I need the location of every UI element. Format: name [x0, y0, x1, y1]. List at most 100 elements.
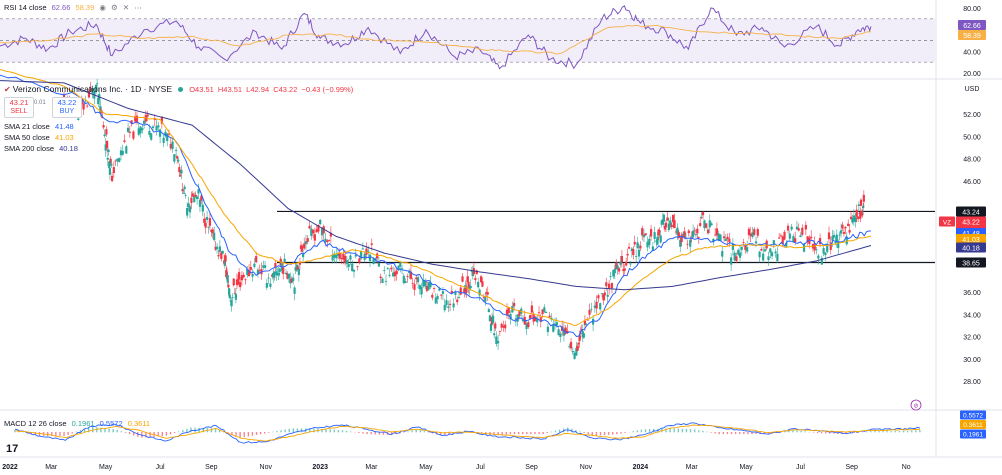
candle-body	[262, 265, 265, 268]
candle-body	[84, 100, 87, 102]
candle	[467, 275, 470, 294]
candle-body	[208, 218, 212, 226]
time-axis-label: Nov	[580, 464, 593, 471]
candle-body	[543, 307, 546, 312]
candle-body	[541, 309, 544, 315]
candle-body	[286, 273, 289, 279]
candle-body	[749, 233, 752, 237]
macd-hist-bar	[268, 432, 270, 433]
candle	[311, 229, 315, 239]
candle-body	[431, 294, 434, 298]
candle-body	[306, 238, 309, 242]
candle-body	[454, 291, 457, 295]
time-axis-label: 2022	[2, 464, 18, 471]
macd-hist-bar	[587, 432, 589, 435]
candle	[496, 334, 500, 350]
macd-hist-bar	[739, 432, 741, 435]
candle	[119, 146, 123, 161]
low-value: L42.94	[246, 85, 270, 94]
candle-body	[128, 131, 131, 133]
candle	[393, 267, 397, 282]
macd-hist-bar	[681, 428, 684, 433]
candle	[543, 304, 546, 314]
candle-body	[187, 203, 190, 208]
candle	[602, 293, 605, 306]
macd-hist-bar	[444, 432, 446, 436]
candle-body	[278, 268, 281, 273]
candle	[298, 257, 302, 271]
macd-hist-bar	[726, 432, 729, 435]
sell-button[interactable]: 43.21 SELL	[4, 97, 34, 118]
candle-body	[317, 225, 320, 232]
macd-hist-bar	[501, 432, 503, 435]
macd-badge-bg	[960, 410, 986, 420]
candle	[851, 214, 854, 225]
candle	[608, 280, 611, 295]
candle-body	[738, 252, 742, 258]
candle	[788, 230, 791, 242]
candle	[215, 243, 219, 254]
candle-body	[857, 204, 860, 207]
macd-hist-bar	[919, 430, 921, 433]
macd-hist-bar	[108, 428, 110, 433]
macd-hist-bar	[607, 432, 610, 435]
sma200-label: SMA 200 close	[4, 144, 55, 153]
candle-body	[450, 290, 453, 294]
candle	[201, 199, 204, 217]
candle-body	[683, 231, 686, 238]
macd-hist-bar	[698, 430, 700, 433]
candle	[110, 159, 113, 168]
candle-body	[429, 282, 432, 288]
candle-body	[296, 266, 299, 270]
candle	[194, 191, 197, 198]
rsi-legend-name: RSI 14 close	[4, 3, 47, 12]
candle	[333, 250, 336, 263]
candle-body	[815, 249, 818, 251]
candle	[251, 268, 254, 282]
eye-icon[interactable]: ◉	[99, 3, 106, 12]
macd-hist-bar	[337, 429, 340, 433]
candle	[123, 134, 126, 144]
candle	[434, 293, 437, 305]
candle-body	[311, 229, 315, 234]
candle	[300, 244, 304, 253]
settings-icon[interactable]: ⚙	[111, 3, 118, 12]
candle-body	[233, 292, 236, 294]
buy-button[interactable]: 43.22 BUY	[52, 97, 82, 118]
candle	[424, 278, 427, 290]
candle-body	[329, 232, 332, 237]
candle-body	[674, 231, 678, 233]
candle	[493, 326, 496, 339]
candle	[103, 129, 106, 138]
macd-hist-bar	[276, 430, 278, 433]
time-axis-label: Sep	[205, 464, 218, 471]
close-icon[interactable]: ✕	[122, 3, 130, 12]
candle-body	[622, 269, 625, 272]
candle-body	[304, 241, 308, 245]
candle-body	[220, 252, 223, 259]
candle	[450, 285, 453, 295]
candle-body	[834, 241, 837, 243]
candle-body	[242, 274, 245, 278]
candle-body	[102, 125, 105, 128]
candle	[443, 299, 446, 313]
time-axis-label: Mar	[365, 464, 378, 471]
candle	[697, 236, 700, 244]
candle	[801, 224, 804, 237]
candle-body	[862, 194, 865, 202]
macd-hist-bar	[288, 428, 290, 433]
candle	[742, 238, 745, 247]
candle	[751, 227, 754, 239]
candle-body	[342, 254, 345, 260]
candle	[204, 217, 207, 234]
candle-body	[151, 126, 155, 129]
candle	[157, 122, 160, 132]
macd-hist-bar	[292, 428, 295, 433]
more-icon[interactable]: ⋯	[134, 3, 142, 12]
candle	[297, 264, 300, 282]
candle	[440, 294, 443, 300]
symbol-title[interactable]: Verizon Communications Inc. · 1D · NYSE	[12, 84, 172, 94]
candle-body	[474, 278, 477, 281]
candle-body	[493, 333, 496, 336]
